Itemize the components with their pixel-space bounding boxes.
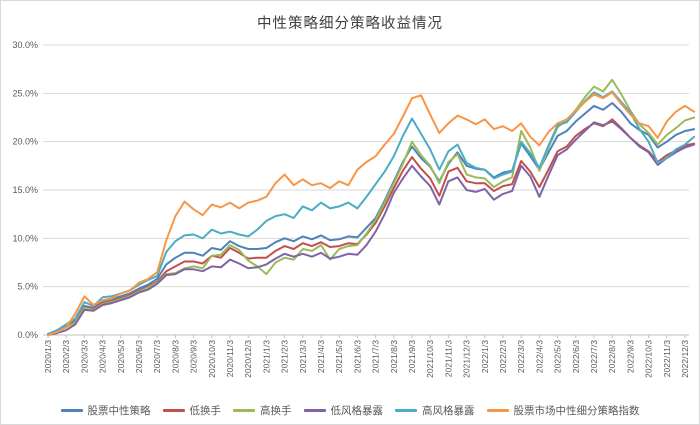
y-tick-label: 30.0% — [12, 40, 38, 50]
x-tick-label: 2021/6/3 — [352, 340, 362, 373]
x-tick-label: 2021/1/3 — [261, 340, 271, 373]
legend-item-market-neutral-segment-index: 股票市场中性细分策略指数 — [486, 403, 640, 418]
series-line-equity-neutral-strategy — [47, 102, 696, 335]
x-tick-label: 2022/9/3 — [625, 340, 635, 373]
x-tick-label: 2022/7/3 — [589, 340, 599, 373]
legend-line-swatch — [395, 409, 417, 412]
legend-line-swatch — [162, 409, 185, 412]
legend-label: 低换手 — [189, 405, 222, 417]
x-tick-label: 2020/10/3 — [207, 340, 217, 378]
legend-label: 股票中性策略 — [87, 405, 151, 417]
x-tick-label: 2021/10/3 — [425, 340, 435, 378]
x-tick-label: 2021/4/3 — [316, 340, 326, 373]
x-tick-label: 2020/11/3 — [225, 340, 235, 377]
legend-item-equity-neutral-strategy: 股票中性策略 — [60, 403, 151, 418]
legend-item-low-turnover: 低换手 — [162, 403, 222, 418]
x-tick-label: 2022/1/3 — [480, 340, 490, 373]
x-tick-label: 2021/3/3 — [298, 340, 308, 373]
chart-legend: 股票中性策略 低换手 高换手 低风格暴露 高风格暴露 股票市场中性细分策略指数 — [1, 403, 699, 418]
legend-label: 低风格暴露 — [330, 405, 384, 417]
y-tick-label: 25.0% — [12, 88, 38, 98]
x-tick-label: 2022/11/3 — [662, 340, 672, 377]
legend-label: 高换手 — [260, 405, 292, 417]
x-tick-label: 2020/5/3 — [116, 340, 126, 373]
x-tick-label: 2021/9/3 — [407, 340, 417, 373]
legend-item-high-style-exposure: 高风格暴露 — [395, 403, 475, 418]
x-tick-label: 2020/2/3 — [61, 340, 71, 373]
legend-label: 股票市场中性细分策略指数 — [513, 405, 640, 417]
x-tick-label: 2022/5/3 — [553, 340, 563, 373]
x-tick-label: 2020/12/3 — [243, 340, 253, 378]
x-tick-label: 2020/6/3 — [134, 340, 144, 373]
chart-title: 中性策略细分策略收益情况 — [257, 16, 443, 32]
x-tick-label: 2021/7/3 — [371, 340, 381, 373]
legend-line-swatch — [303, 409, 326, 412]
series-line-high-style-exposure — [47, 90, 696, 335]
series-line-high-turnover — [47, 78, 696, 335]
y-tick-label: 5.0% — [17, 282, 38, 292]
x-tick-label: 2022/4/3 — [534, 340, 544, 373]
x-tick-label: 2020/1/3 — [43, 340, 53, 373]
x-tick-label: 2020/3/3 — [79, 340, 89, 373]
legend-label: 高风格暴露 — [422, 405, 475, 417]
x-tick-label: 2020/9/3 — [189, 340, 199, 373]
x-tick-label: 2021/2/3 — [280, 340, 290, 373]
x-tick-label: 2021/5/3 — [334, 340, 344, 373]
y-tick-label: 20.0% — [12, 137, 38, 147]
legend-line-swatch — [486, 409, 509, 412]
legend-item-high-turnover: 高换手 — [233, 403, 292, 418]
x-tick-label: 2022/6/3 — [571, 340, 581, 373]
legend-line-swatch — [60, 409, 83, 412]
x-tick-label: 2022/10/3 — [644, 340, 654, 378]
x-tick-label: 2020/7/3 — [152, 340, 162, 373]
legend-item-low-style-exposure: 低风格暴露 — [303, 403, 384, 418]
x-tick-label: 2021/12/3 — [462, 340, 472, 378]
y-tick-label: 10.0% — [12, 233, 38, 243]
x-tick-label: 2022/8/3 — [607, 340, 617, 373]
x-tick-label: 2022/3/3 — [516, 340, 526, 373]
legend-line-swatch — [233, 409, 255, 412]
series-line-low-style-exposure — [47, 120, 696, 336]
series-line-market-neutral-segment-index — [47, 91, 696, 336]
x-tick-label: 2020/8/3 — [170, 340, 180, 373]
y-tick-label: 0.0% — [17, 330, 38, 340]
x-tick-label: 2021/8/3 — [389, 340, 399, 373]
y-tick-label: 15.0% — [12, 185, 38, 195]
x-tick-label: 2022/12/3 — [680, 340, 690, 378]
x-tick-label: 2021/11/3 — [443, 340, 453, 377]
plot-area: 0.0% 5.0% 10.0% 15.0% 20.0% 25.0% 30.0% 2020/1/… — [12, 40, 696, 378]
x-tick-label: 2020/4/3 — [98, 340, 108, 373]
x-tick-label: 2022/2/3 — [498, 340, 508, 373]
